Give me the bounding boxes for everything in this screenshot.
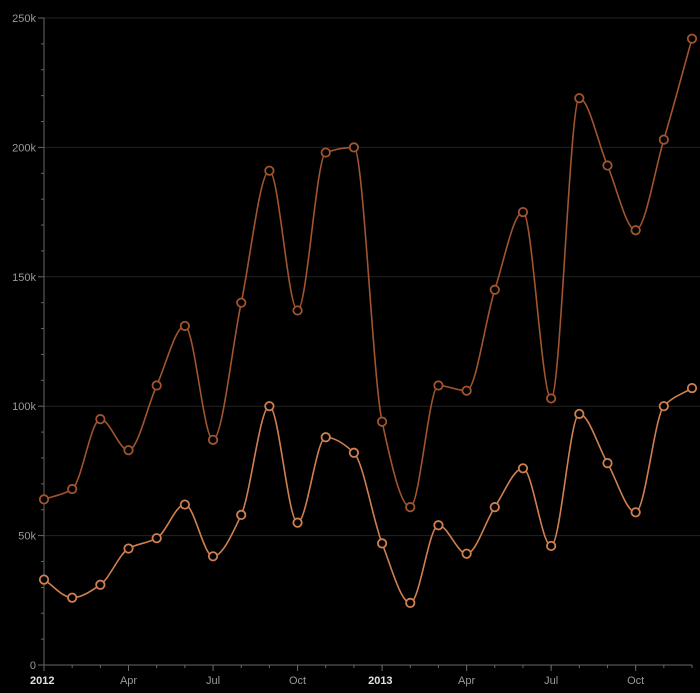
x-tick-label: Apr — [458, 675, 475, 687]
data-point[interactable] — [38, 494, 50, 505]
data-point[interactable] — [658, 401, 669, 412]
data-point[interactable] — [602, 160, 613, 171]
x-tick-label: Apr — [120, 675, 137, 687]
data-point[interactable] — [376, 538, 388, 549]
x-tick-label: Jul — [544, 675, 558, 687]
data-point[interactable] — [67, 592, 78, 603]
x-tick-label: Oct — [627, 675, 644, 687]
data-point[interactable] — [546, 393, 557, 404]
data-point[interactable] — [630, 225, 641, 236]
data-point[interactable] — [461, 548, 472, 559]
data-point[interactable] — [602, 458, 613, 469]
x-tick-label: 2013 — [368, 675, 392, 687]
data-point[interactable] — [123, 543, 134, 554]
data-point[interactable] — [658, 134, 669, 145]
y-tick-label: 100k — [12, 401, 36, 413]
x-tick-label: 2012 — [30, 675, 54, 687]
data-point[interactable] — [546, 540, 557, 552]
data-point[interactable] — [38, 574, 50, 585]
data-point[interactable] — [686, 33, 698, 44]
data-point[interactable] — [151, 380, 162, 391]
data-point[interactable] — [123, 445, 134, 456]
data-point[interactable] — [236, 297, 247, 308]
series-2 — [38, 382, 698, 608]
data-point[interactable] — [489, 284, 500, 295]
data-point[interactable] — [292, 305, 303, 316]
y-tick-label: 50k — [18, 531, 36, 543]
data-point[interactable] — [405, 597, 416, 608]
data-point[interactable] — [179, 320, 190, 332]
data-point[interactable] — [517, 207, 529, 218]
data-point[interactable] — [179, 499, 190, 510]
data-point[interactable] — [348, 142, 360, 153]
data-point[interactable] — [207, 551, 219, 562]
data-point[interactable] — [405, 502, 416, 513]
series-line — [43, 38, 693, 508]
series-1 — [38, 33, 698, 513]
data-point[interactable] — [264, 165, 275, 176]
data-point[interactable] — [320, 147, 331, 158]
data-point[interactable] — [376, 416, 388, 427]
data-point[interactable] — [433, 520, 444, 531]
series-group — [38, 33, 698, 608]
data-point[interactable] — [517, 463, 529, 474]
gridlines — [44, 17, 700, 537]
data-point[interactable] — [320, 432, 331, 443]
series-line — [43, 387, 693, 604]
data-point[interactable] — [686, 382, 698, 394]
data-point[interactable] — [236, 509, 247, 520]
data-point[interactable] — [151, 533, 162, 544]
y-tick-label: 150k — [12, 272, 36, 284]
data-point[interactable] — [348, 447, 360, 458]
data-point[interactable] — [574, 93, 585, 104]
y-tick-label: 200k — [12, 142, 36, 154]
x-axis: 2012 Apr Jul Oct 2013 Apr Jul Oct — [30, 664, 693, 687]
data-point[interactable] — [67, 483, 78, 495]
data-point[interactable] — [95, 579, 106, 590]
data-point[interactable] — [574, 408, 585, 420]
data-point[interactable] — [630, 507, 641, 518]
x-tick-label: Jul — [206, 675, 220, 687]
x-tick-label: Oct — [289, 675, 306, 687]
y-tick-label: 250k — [12, 13, 36, 25]
data-point[interactable] — [95, 414, 106, 425]
data-point[interactable] — [433, 380, 444, 391]
data-point[interactable] — [292, 517, 303, 528]
data-point[interactable] — [207, 434, 219, 445]
data-point[interactable] — [489, 502, 500, 513]
data-point[interactable] — [461, 385, 472, 396]
data-point[interactable] — [264, 401, 275, 412]
y-tick-label: 0 — [30, 660, 36, 672]
y-axis: 0 50k 100k 150k 200k 250k — [12, 13, 45, 672]
